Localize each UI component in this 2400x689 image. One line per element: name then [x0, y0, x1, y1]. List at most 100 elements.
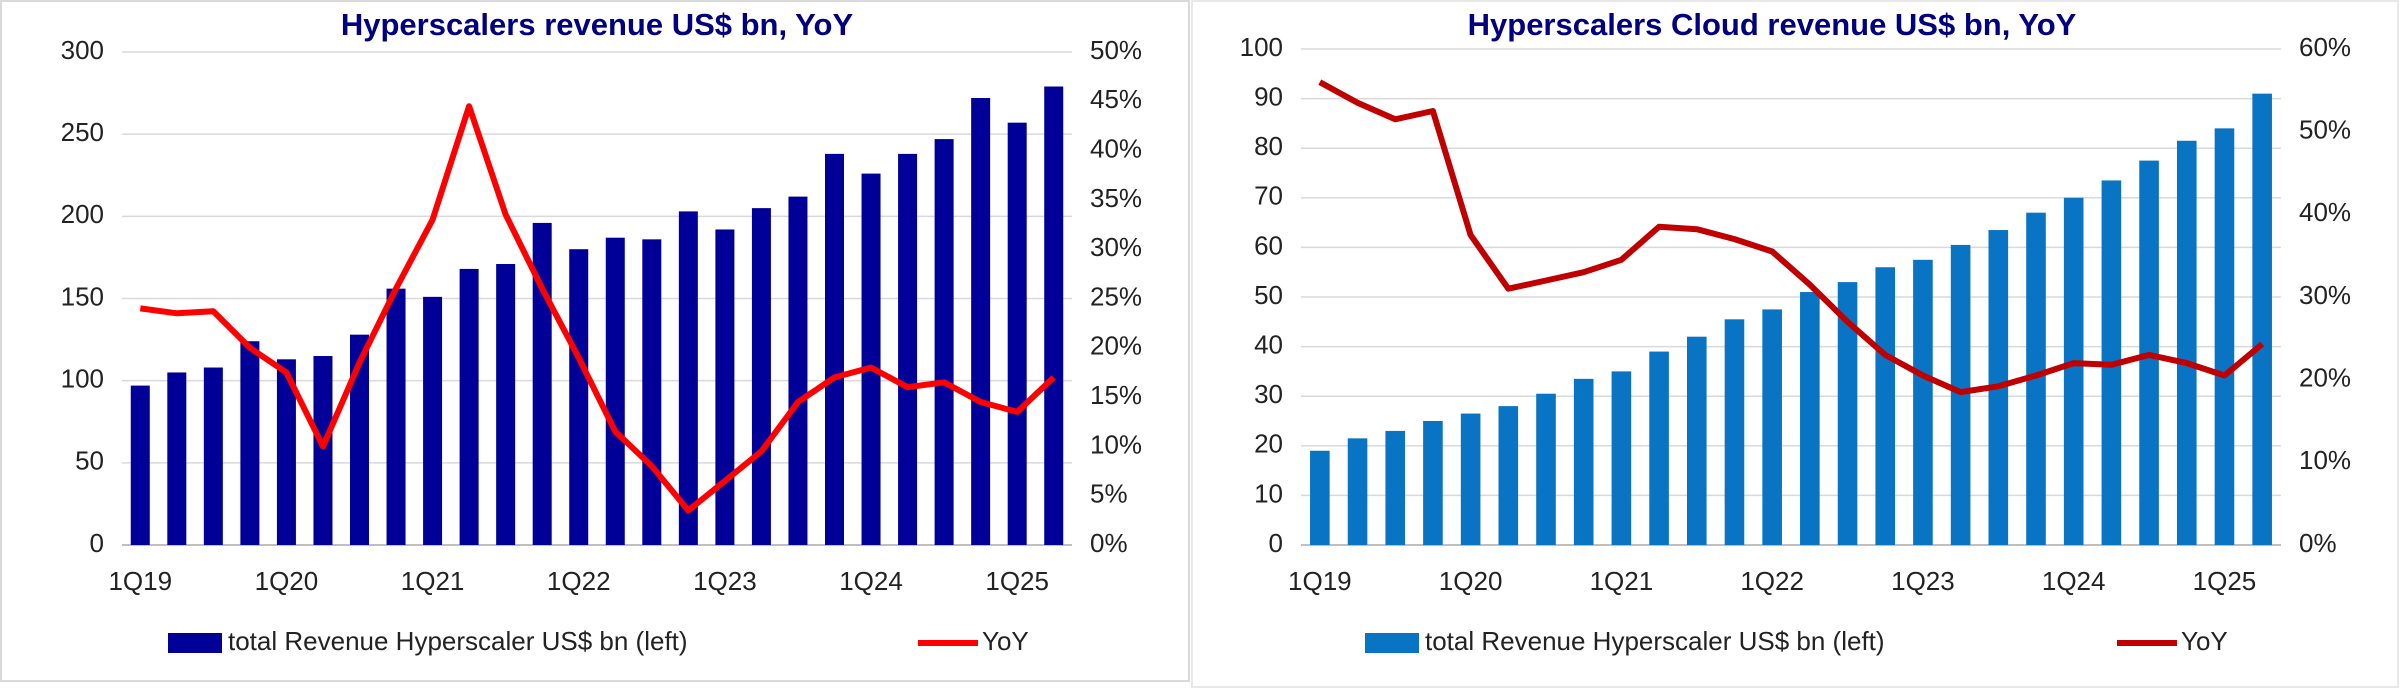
bar — [167, 372, 187, 545]
bar — [1310, 450, 1330, 545]
bar — [203, 367, 223, 545]
bar — [313, 356, 333, 545]
x-tick-label: 1Q20 — [255, 566, 319, 596]
bar — [1913, 259, 1933, 545]
bar — [1573, 378, 1594, 545]
y2-tick-label: 20% — [2299, 363, 2351, 393]
bar — [386, 288, 406, 545]
bar — [1724, 319, 1745, 545]
y-tick-label: 0 — [1269, 528, 1283, 558]
y2-tick-label: 35% — [1090, 183, 1142, 213]
x-tick-label: 1Q23 — [693, 566, 757, 596]
x-tick-label: 1Q24 — [839, 566, 903, 596]
bar — [569, 249, 589, 545]
bar — [240, 341, 260, 545]
bar — [642, 239, 662, 545]
bar — [605, 237, 625, 546]
bar — [1800, 292, 1820, 545]
y2-tick-label: 10% — [2299, 445, 2351, 475]
panel-border — [1191, 0, 2399, 688]
bar — [496, 263, 516, 545]
bar — [971, 98, 991, 545]
bar — [2063, 197, 2084, 546]
y2-tick-label: 5% — [1090, 479, 1128, 509]
y2-tick-label: 0% — [1090, 528, 1128, 558]
bar — [861, 173, 881, 545]
legend-swatch — [1365, 633, 1419, 653]
x-tick-label: 1Q21 — [401, 566, 465, 596]
legend-label: total Revenue Hyperscaler US$ bn (left) — [228, 626, 688, 656]
y-tick-label: 30 — [1254, 379, 1283, 409]
y-tick-label: 50 — [75, 446, 104, 476]
y2-tick-label: 30% — [1090, 232, 1142, 262]
x-tick-label: 1Q25 — [2193, 566, 2257, 596]
bar — [715, 229, 735, 546]
y2-tick-label: 45% — [1090, 84, 1142, 114]
bar — [788, 196, 808, 545]
y2-tick-label: 10% — [1090, 429, 1142, 459]
bar — [825, 153, 844, 546]
y-tick-label: 0 — [90, 528, 104, 558]
bar — [1423, 421, 1443, 545]
bar — [1498, 406, 1519, 545]
y-tick-label: 90 — [1254, 81, 1283, 111]
x-tick-label: 1Q22 — [1740, 566, 1804, 596]
y-tick-label: 60 — [1254, 230, 1283, 260]
y2-tick-label: 40% — [2299, 197, 2351, 227]
y-tick-label: 300 — [61, 35, 104, 65]
y2-tick-label: 0% — [2299, 528, 2337, 558]
bar — [751, 208, 771, 545]
bar — [350, 334, 369, 545]
panel-border — [0, 0, 1190, 682]
bar — [1536, 393, 1556, 545]
bar — [1460, 413, 1481, 545]
y-tick-label: 70 — [1254, 181, 1283, 211]
bar — [2026, 212, 2046, 545]
bar — [1611, 371, 1632, 545]
bar — [1762, 309, 1782, 545]
chart-title: Hyperscalers Cloud revenue US$ bn, YoY — [1468, 7, 2077, 42]
bar — [1875, 267, 1896, 545]
bar — [934, 139, 954, 545]
bar — [459, 268, 479, 545]
y-tick-label: 40 — [1254, 329, 1283, 359]
y-tick-label: 100 — [61, 364, 104, 394]
legend-label: YoY — [982, 626, 1029, 656]
bar — [1007, 122, 1027, 545]
y2-tick-label: 15% — [1090, 380, 1142, 410]
legend-label: YoY — [2181, 626, 2228, 656]
y2-tick-label: 30% — [2299, 280, 2351, 310]
line-series — [1318, 79, 2265, 396]
bar — [1347, 438, 1368, 545]
bar — [2214, 128, 2235, 546]
bar — [898, 153, 918, 546]
bar — [2252, 93, 2272, 545]
bar — [1385, 430, 1406, 545]
y-tick-label: 10 — [1254, 478, 1283, 508]
y-tick-label: 20 — [1254, 429, 1283, 459]
y2-tick-label: 50% — [2299, 115, 2351, 145]
x-tick-label: 1Q25 — [985, 566, 1049, 596]
y2-tick-label: 50% — [1090, 35, 1142, 65]
bar — [1686, 336, 1707, 545]
legend-label: total Revenue Hyperscaler US$ bn (left) — [1425, 626, 1885, 656]
bar — [678, 211, 698, 546]
bar — [2176, 140, 2197, 545]
y-tick-label: 50 — [1254, 280, 1283, 310]
line-series — [139, 103, 1056, 514]
y2-tick-label: 60% — [2299, 32, 2351, 62]
x-tick-label: 1Q23 — [1891, 566, 1955, 596]
x-tick-label: 1Q22 — [547, 566, 611, 596]
chart-title: Hyperscalers revenue US$ bn, YoY — [341, 7, 854, 42]
x-tick-label: 1Q20 — [1439, 566, 1503, 596]
y-tick-label: 250 — [61, 117, 104, 147]
bar — [130, 385, 150, 545]
bar — [1837, 282, 1858, 545]
y-tick-label: 150 — [61, 281, 104, 311]
bar — [1044, 86, 1064, 545]
x-tick-label: 1Q24 — [2042, 566, 2106, 596]
y2-tick-label: 40% — [1090, 133, 1142, 163]
x-tick-label: 1Q21 — [1590, 566, 1654, 596]
y2-tick-label: 25% — [1090, 281, 1142, 311]
